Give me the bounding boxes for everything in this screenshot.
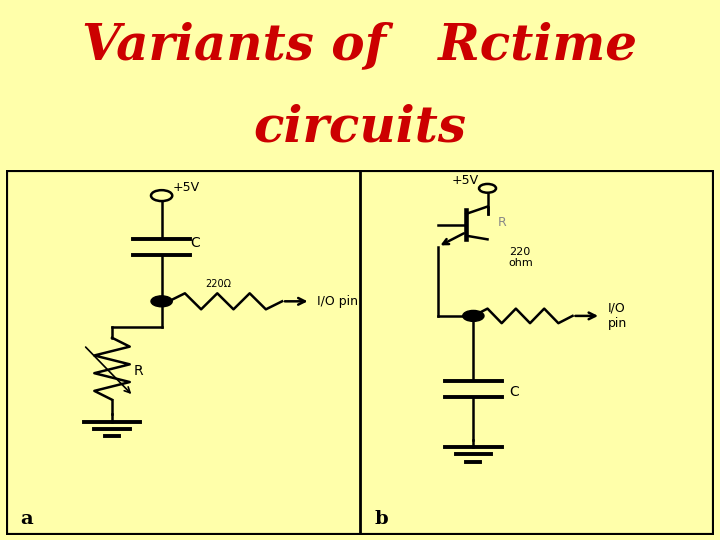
Text: a: a <box>20 510 32 528</box>
Text: R: R <box>498 217 507 230</box>
Text: 220Ω: 220Ω <box>205 279 231 288</box>
Text: +5V: +5V <box>452 173 480 186</box>
Text: C: C <box>190 236 199 250</box>
Text: Variants of   Rctime: Variants of Rctime <box>82 22 638 71</box>
Text: b: b <box>374 510 388 528</box>
Text: I/O
pin: I/O pin <box>608 301 627 330</box>
Text: R: R <box>133 363 143 377</box>
Circle shape <box>463 310 484 321</box>
Text: C: C <box>509 386 518 400</box>
Circle shape <box>151 296 172 307</box>
Text: I/O pin: I/O pin <box>318 295 359 308</box>
Text: 220
ohm: 220 ohm <box>509 247 534 268</box>
Text: +5V: +5V <box>172 181 199 194</box>
Text: circuits: circuits <box>253 104 467 153</box>
